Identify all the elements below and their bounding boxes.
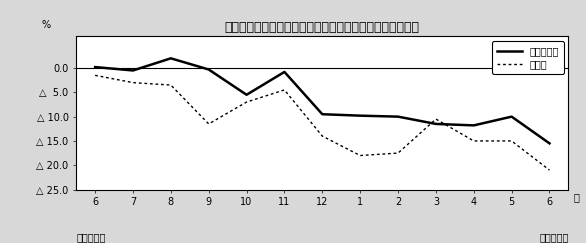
調査産業計 [394,115,401,118]
製造業 [394,152,401,155]
製造業 [357,154,364,157]
Text: 平成２０年: 平成２０年 [539,232,568,243]
Text: 平成１９年: 平成１９年 [76,232,105,243]
製造業 [319,135,326,138]
製造業 [281,88,288,91]
調査産業計 [91,66,98,69]
調査産業計 [281,70,288,73]
Text: %: % [42,20,51,30]
製造業 [546,169,553,172]
調査産業計 [546,142,553,145]
製造業 [130,81,137,84]
Title: 第２図　所定外労働時間対前年比の推移（規模５人以上）: 第２図 所定外労働時間対前年比の推移（規模５人以上） [225,21,420,34]
Line: 製造業: 製造業 [95,75,550,170]
調査産業計 [243,93,250,96]
調査産業計 [357,114,364,117]
製造業 [470,139,477,142]
Line: 調査産業計: 調査産業計 [95,58,550,143]
Text: 月: 月 [573,193,579,203]
調査産業計 [470,124,477,127]
調査産業計 [432,122,440,125]
製造業 [243,101,250,104]
製造業 [168,84,175,87]
製造業 [508,139,515,142]
調査産業計 [168,57,175,60]
Legend: 調査産業計, 製造業: 調査産業計, 製造業 [492,41,564,74]
製造業 [91,74,98,77]
製造業 [205,122,212,125]
調査産業計 [205,68,212,71]
調査産業計 [508,115,515,118]
製造業 [432,118,440,121]
調査産業計 [130,69,137,72]
調査産業計 [319,113,326,116]
